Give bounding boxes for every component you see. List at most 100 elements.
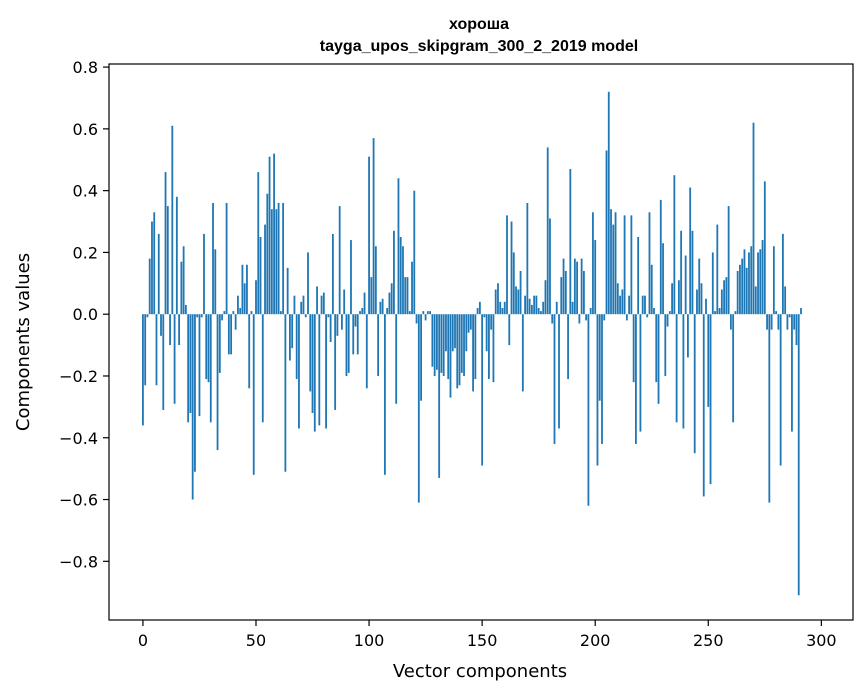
bar [772, 246, 775, 315]
bar [743, 249, 746, 315]
bar [750, 246, 753, 315]
y-tick-label: 0.2 [73, 243, 98, 262]
bar [551, 314, 554, 324]
bar [761, 240, 764, 315]
bar [374, 246, 377, 315]
bar [488, 314, 490, 380]
bar [610, 209, 612, 315]
y-axis: −0.8 −0.6 −0.4 −0.2 0.0 0.2 0.4 0.6 0.8 [59, 58, 109, 571]
bar [148, 258, 151, 315]
bar [298, 314, 300, 429]
bar [784, 286, 787, 315]
x-tick-label: 0 [138, 631, 148, 650]
y-tick-label: 0.6 [73, 120, 98, 139]
bar [571, 301, 574, 315]
bar [483, 314, 486, 318]
bar [573, 258, 576, 315]
bar [338, 206, 341, 315]
bar [429, 311, 432, 315]
bar [200, 314, 203, 318]
x-tick-label: 300 [806, 631, 837, 650]
bar [469, 314, 472, 330]
bar [327, 314, 330, 318]
bar [465, 314, 468, 352]
bar [289, 314, 291, 361]
bar [680, 230, 683, 315]
bar [449, 314, 452, 398]
bar [184, 304, 187, 315]
bar [408, 311, 411, 315]
bar [246, 264, 248, 315]
bar [605, 150, 608, 315]
bar [239, 308, 242, 315]
bar [512, 252, 515, 315]
bar [207, 314, 210, 383]
bar [356, 314, 359, 355]
bar [736, 270, 739, 315]
bar [406, 277, 409, 315]
bar [436, 314, 438, 370]
bar [440, 314, 443, 373]
bar [775, 311, 778, 315]
bar [508, 314, 511, 346]
bar [417, 314, 420, 503]
bar [677, 280, 680, 315]
bar [178, 314, 181, 346]
bar [788, 314, 791, 318]
bar [266, 193, 269, 315]
bar [490, 314, 493, 330]
bar [413, 190, 416, 315]
bar [659, 199, 662, 315]
bar [549, 218, 551, 315]
bar [510, 221, 513, 315]
bar [458, 314, 461, 386]
bar [472, 314, 474, 392]
bar [388, 292, 391, 315]
bar [718, 308, 721, 315]
bar [368, 156, 370, 315]
bar [754, 286, 757, 315]
bar [252, 314, 255, 475]
bar [293, 295, 296, 315]
bar [279, 311, 282, 315]
bar [175, 196, 178, 315]
y-axis-label: Components values [13, 253, 34, 431]
bar [445, 314, 447, 352]
bar [795, 314, 798, 346]
bar [562, 258, 565, 315]
bar [476, 308, 479, 315]
bar [460, 314, 463, 373]
bar [689, 187, 692, 315]
bar [569, 169, 572, 315]
bar [187, 314, 190, 423]
bar [702, 314, 705, 497]
bar [395, 314, 398, 404]
bar [209, 314, 212, 423]
bar [515, 286, 517, 315]
bar [691, 230, 694, 315]
bar [451, 314, 454, 352]
bar [463, 314, 465, 376]
bar [198, 314, 201, 417]
x-tick-label: 250 [693, 631, 724, 650]
bar [700, 283, 703, 315]
bar [142, 314, 144, 426]
bar [341, 314, 343, 330]
bar [542, 301, 545, 315]
bar [752, 122, 755, 315]
bar [528, 298, 531, 315]
chart-subtitle: tayga_upos_skipgram_300_2_2019 model [320, 38, 638, 55]
bar [553, 314, 556, 444]
bar [632, 314, 635, 383]
bar [350, 240, 352, 315]
bar [383, 314, 386, 475]
bar [173, 314, 176, 404]
bar [601, 314, 603, 444]
bar [662, 243, 664, 315]
bar [284, 314, 287, 472]
bar [390, 283, 393, 315]
bar [194, 314, 196, 472]
bar [370, 277, 373, 315]
bar [607, 91, 610, 315]
